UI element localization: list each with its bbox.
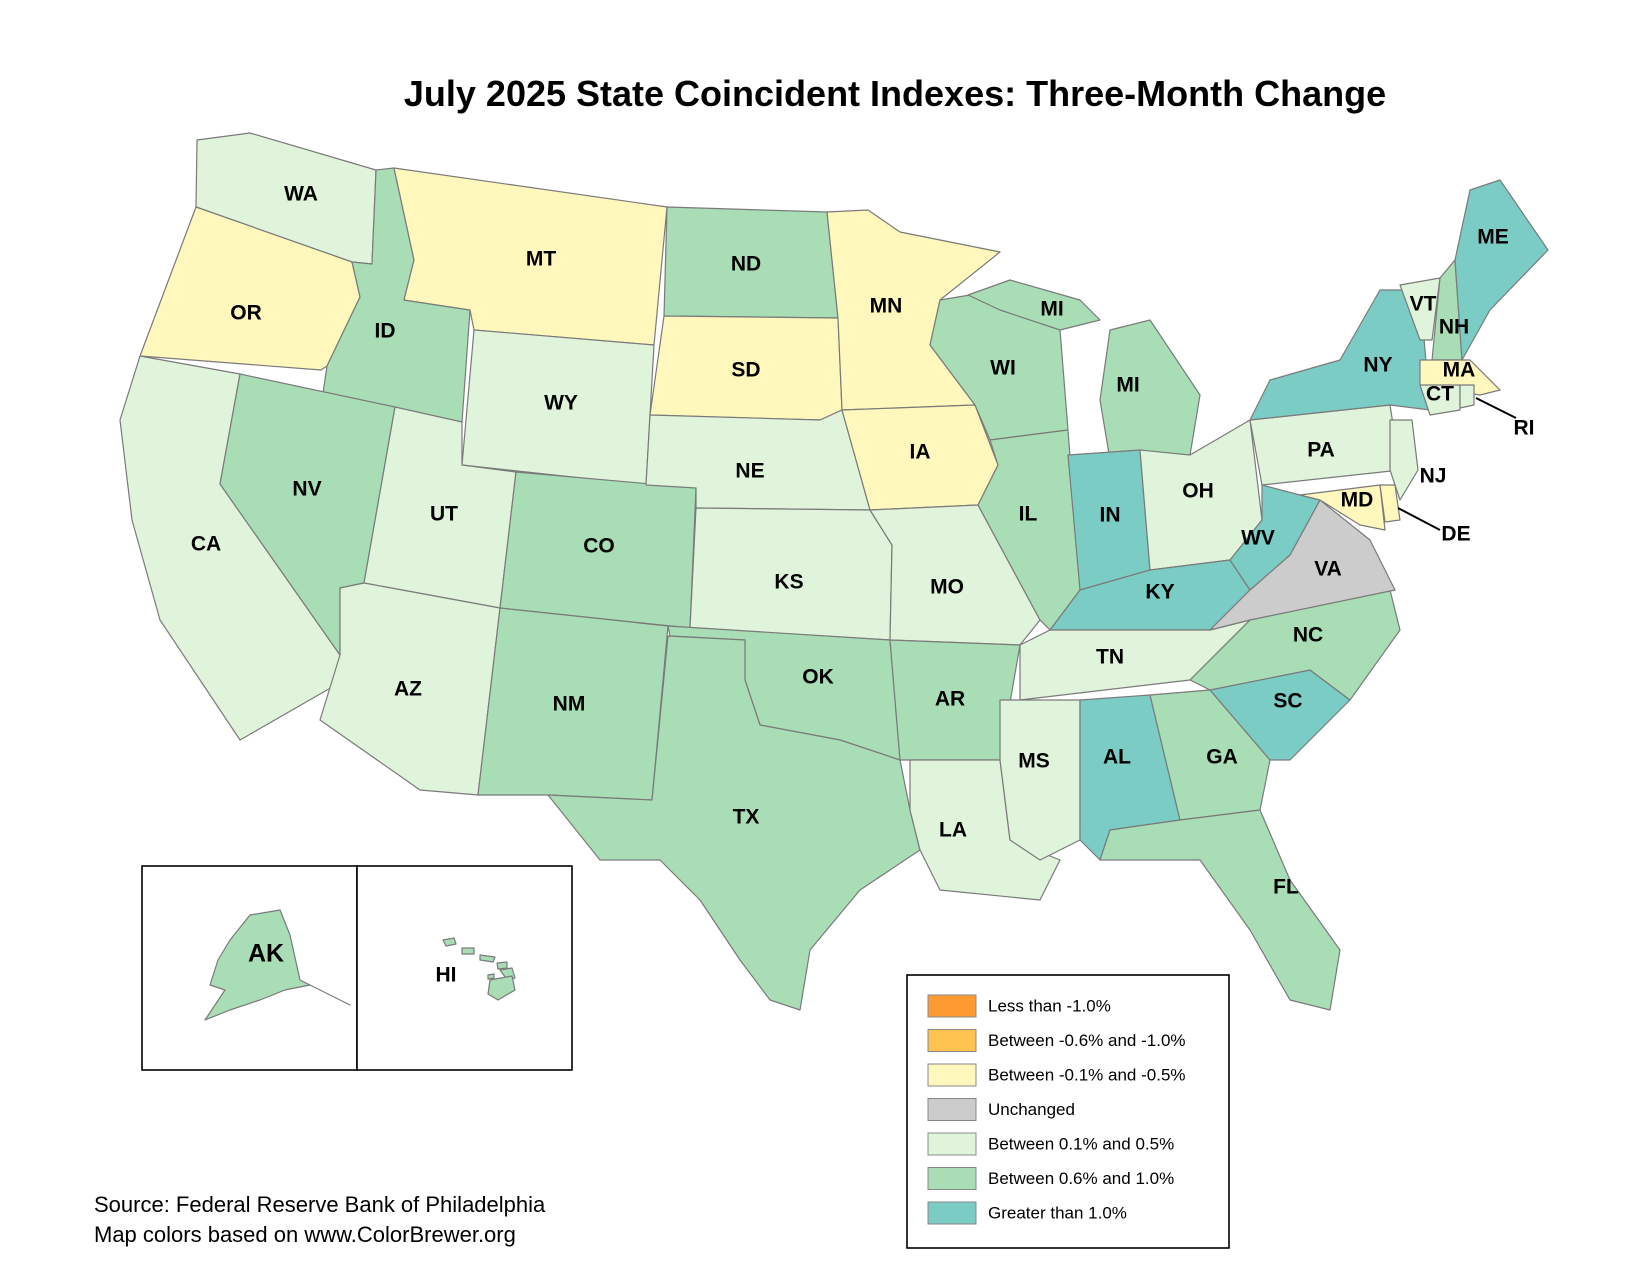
label-me: ME xyxy=(1477,226,1509,249)
label-wi: WI xyxy=(990,357,1016,380)
label-tn: TN xyxy=(1096,646,1124,669)
de-leader-line xyxy=(1397,507,1441,531)
label-ak: AK xyxy=(248,940,284,968)
hawaii-inset-box xyxy=(356,865,573,1071)
label-wa: WA xyxy=(284,183,318,206)
label-mi: MI xyxy=(1116,374,1139,397)
label-fl: FL xyxy=(1273,876,1299,899)
label-ks: KS xyxy=(774,571,803,594)
state-de xyxy=(1379,484,1401,523)
label-nv: NV xyxy=(292,478,321,501)
state-mt xyxy=(393,167,668,346)
legend-items: Less than -1.0% Between -0.6% and -1.0% Be… xyxy=(927,994,1186,1225)
legend-label-neg01_05: Between -0.1% and -0.5% xyxy=(988,1065,1186,1084)
label-nc: NC xyxy=(1293,624,1323,647)
label-mt: MT xyxy=(526,248,556,271)
label-mn: MN xyxy=(870,295,903,318)
label-ri: RI xyxy=(1514,417,1535,440)
state-hi xyxy=(442,937,516,1001)
legend-swatch-gt1 xyxy=(927,1201,977,1225)
state-mi-up xyxy=(967,279,1101,331)
legend-label-pos01_05: Between 0.1% and 0.5% xyxy=(988,1134,1174,1153)
legend-swatch-pos06_10 xyxy=(927,1167,977,1190)
ri-leader-line xyxy=(1475,397,1517,419)
state-tx xyxy=(547,635,921,1011)
label-ga: GA xyxy=(1206,746,1238,769)
legend-swatch-unchanged xyxy=(927,1098,977,1121)
label-nj: NJ xyxy=(1420,465,1447,488)
label-pa: PA xyxy=(1307,439,1335,462)
label-de: DE xyxy=(1441,523,1470,546)
legend-label-neg06_10: Between -0.6% and -1.0% xyxy=(988,1031,1186,1050)
label-oh: OH xyxy=(1182,480,1214,503)
legend-label-unchanged: Unchanged xyxy=(988,1100,1075,1119)
legend-swatch-pos01_05 xyxy=(927,1132,977,1156)
label-hi: HI xyxy=(436,964,457,987)
legend: Less than -1.0% Between -0.6% and -1.0% Be… xyxy=(906,974,1230,1249)
label-wy: WY xyxy=(544,392,578,415)
label-ca: CA xyxy=(191,533,221,556)
label-ny: NY xyxy=(1363,354,1392,377)
state-nj xyxy=(1389,419,1419,501)
legend-swatch-neg01_05 xyxy=(927,1063,977,1087)
state-ga xyxy=(1149,689,1271,821)
label-or: OR xyxy=(230,302,262,325)
colorbrewer-line: Map colors based on www.ColorBrewer.org xyxy=(94,1222,516,1247)
contiguous-us xyxy=(119,132,1549,1011)
label-in: IN xyxy=(1100,504,1121,527)
label-il: IL xyxy=(1019,503,1038,526)
label-sc: SC xyxy=(1273,690,1302,713)
label-al: AL xyxy=(1103,746,1131,769)
state-ny xyxy=(1249,289,1431,421)
legend-label-lt_neg1: Less than -1.0% xyxy=(988,996,1111,1015)
label-ky: KY xyxy=(1145,581,1174,604)
label-nd: ND xyxy=(731,253,761,276)
label-sd: SD xyxy=(731,359,760,382)
label-nm: NM xyxy=(553,693,586,716)
map-title: July 2025 State Coincident Indexes: Thre… xyxy=(404,73,1386,114)
inset-boxes: AK HI xyxy=(141,865,573,1071)
label-mi-up: MI xyxy=(1040,298,1063,321)
label-co: CO xyxy=(583,535,615,558)
label-ne: NE xyxy=(735,460,764,483)
label-ms: MS xyxy=(1018,750,1050,773)
legend-label-gt1: Greater than 1.0% xyxy=(988,1203,1127,1222)
label-ia: IA xyxy=(910,441,931,464)
label-md: MD xyxy=(1341,489,1374,512)
label-ar: AR xyxy=(935,688,965,711)
state-ms xyxy=(999,699,1081,861)
state-labels: WA OR CA ID NV MT WY UT AZ CO NM ND SD N… xyxy=(191,183,1535,899)
label-id: ID xyxy=(375,320,396,343)
label-la: LA xyxy=(939,819,967,842)
source-line: Source: Federal Reserve Bank of Philadel… xyxy=(94,1192,546,1217)
label-tx: TX xyxy=(733,806,760,829)
legend-swatch-neg06_10 xyxy=(927,1029,977,1052)
label-ct: CT xyxy=(1426,383,1454,406)
label-nh: NH xyxy=(1439,316,1469,339)
state-md xyxy=(1299,484,1386,531)
state-vt xyxy=(1399,277,1441,341)
legend-label-pos06_10: Between 0.6% and 1.0% xyxy=(988,1169,1174,1188)
legend-swatch-lt_neg1 xyxy=(927,994,977,1018)
label-wv: WV xyxy=(1241,527,1275,550)
label-ok: OK xyxy=(802,666,834,689)
label-va: VA xyxy=(1314,558,1342,581)
label-az: AZ xyxy=(394,678,422,701)
label-ut: UT xyxy=(430,503,458,526)
label-vt: VT xyxy=(1410,293,1437,316)
label-ma: MA xyxy=(1443,359,1476,382)
label-mo: MO xyxy=(930,576,964,599)
state-ct xyxy=(1419,384,1461,416)
state-ak xyxy=(204,909,351,1021)
state-ri xyxy=(1459,384,1475,409)
state-fl xyxy=(1099,809,1341,1011)
state-mi xyxy=(1099,319,1201,461)
